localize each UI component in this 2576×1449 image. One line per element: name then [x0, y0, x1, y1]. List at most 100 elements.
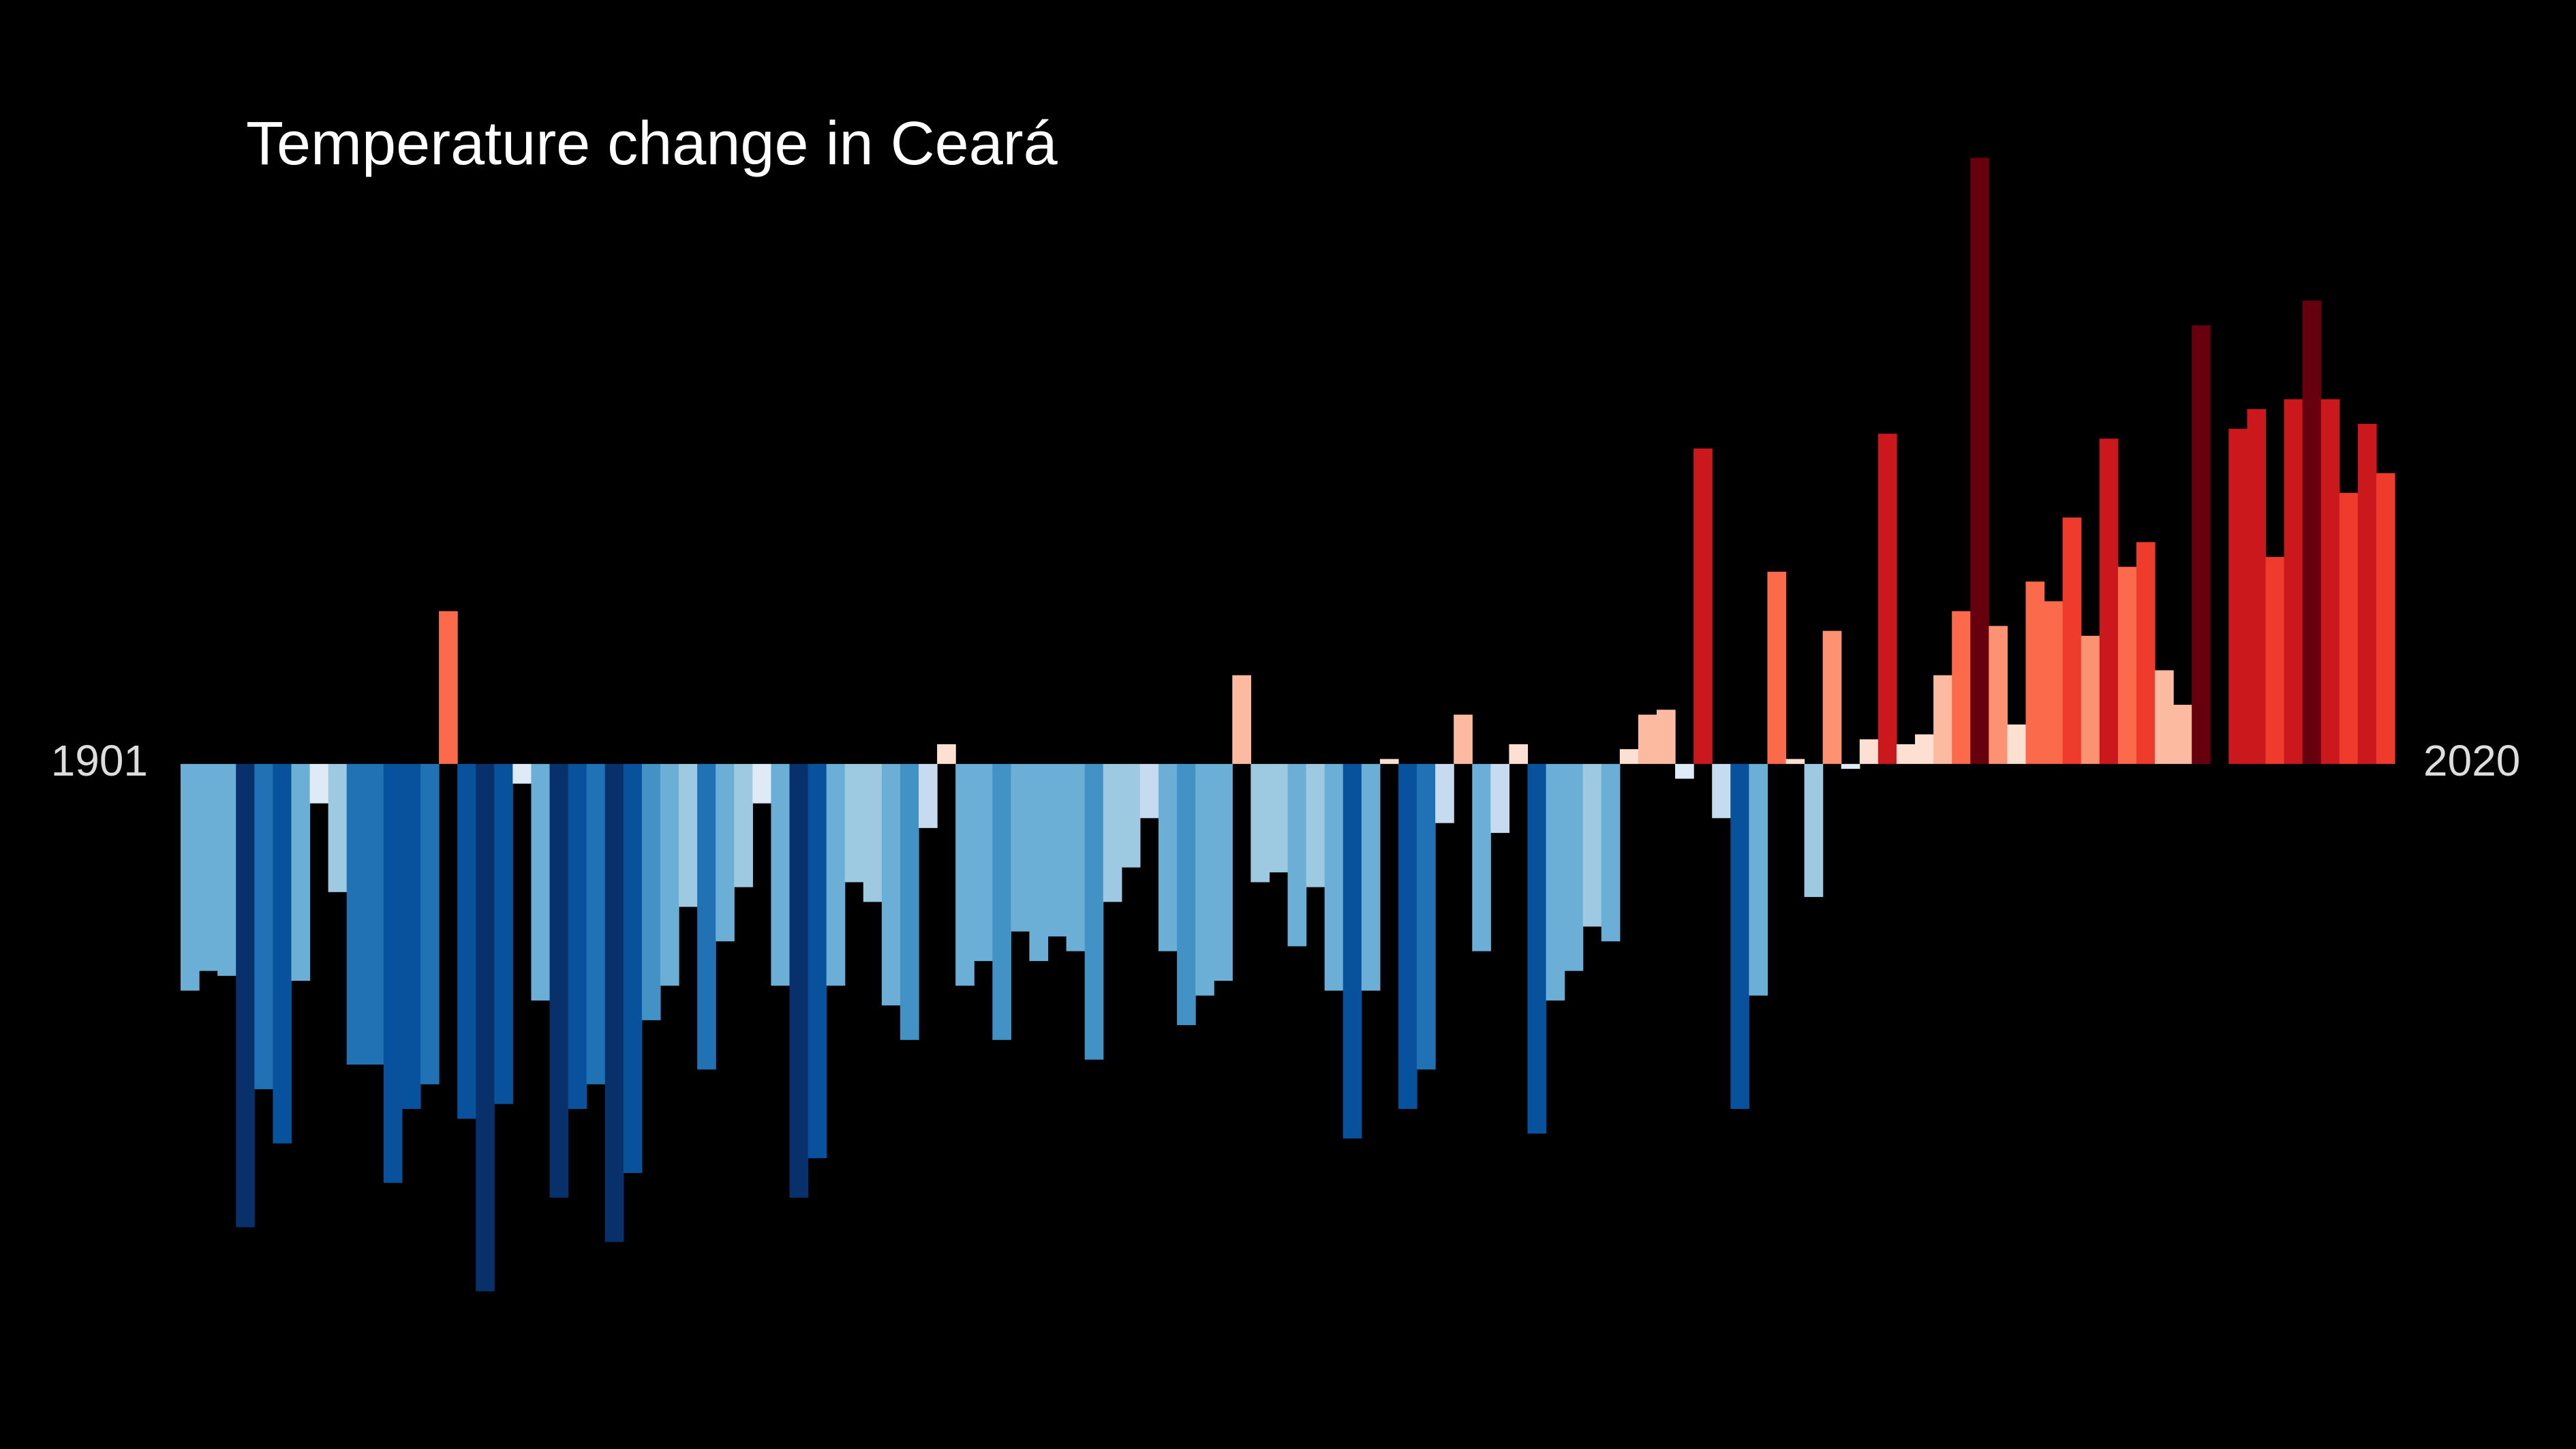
bar: [2173, 705, 2192, 764]
bar: [716, 763, 735, 942]
bar: [365, 763, 384, 1065]
bar: [1896, 744, 1916, 764]
bar: [1675, 763, 1694, 779]
bar: [1029, 763, 1049, 962]
bar: [2025, 581, 2045, 764]
bar: [1177, 763, 1196, 1026]
bar: [1417, 763, 1436, 1070]
bar: [1490, 763, 1509, 834]
bar: [955, 763, 975, 986]
bar: [586, 763, 606, 1084]
bar: [1472, 763, 1491, 951]
bar: [2117, 566, 2137, 764]
bar: [660, 763, 679, 986]
bar: [2228, 429, 2248, 764]
bar: [2099, 438, 2119, 764]
bar: [679, 763, 698, 907]
bar: [1287, 763, 1307, 947]
bar: [1712, 763, 1731, 819]
bar: [439, 611, 458, 764]
bar: [1232, 675, 1251, 764]
bar: [604, 763, 624, 1242]
bar: [1601, 763, 1621, 942]
bar: [512, 763, 532, 784]
bar: [2302, 301, 2322, 764]
bar: [1989, 626, 2008, 764]
bar: [697, 763, 716, 1070]
bar: [2007, 724, 2027, 764]
bar: [641, 763, 661, 1020]
bar: [937, 744, 956, 764]
bar: [2192, 325, 2211, 764]
bar: [881, 763, 901, 1006]
bar: [974, 763, 993, 962]
bar: [531, 763, 551, 1001]
bar: [2155, 670, 2174, 764]
bar: [1877, 433, 1897, 764]
bar: [2357, 423, 2377, 764]
bar: [900, 763, 919, 1040]
bar: [383, 763, 403, 1183]
bar: [2320, 399, 2340, 764]
bar: [2044, 601, 2064, 764]
bar: [771, 763, 791, 986]
bar: [1139, 763, 1159, 819]
bar: [1693, 448, 1713, 764]
bar: [1970, 157, 1989, 764]
bar: [273, 763, 292, 1144]
bar: [1804, 763, 1824, 898]
bar: [549, 763, 569, 1198]
bar: [623, 763, 643, 1174]
bar: [401, 763, 421, 1110]
bar: [2284, 399, 2303, 764]
bar: [1324, 763, 1344, 991]
bar: [1657, 710, 1676, 764]
bar: [2062, 517, 2082, 764]
bar: [476, 763, 495, 1292]
bar: [1158, 763, 1178, 951]
bar: [1343, 763, 1362, 1139]
bar: [919, 763, 938, 828]
bar: [1066, 763, 1086, 951]
bar: [844, 763, 864, 883]
bar: [2265, 557, 2285, 764]
bar: [1306, 763, 1325, 887]
bar: [199, 763, 218, 971]
bar: [1582, 763, 1602, 927]
bar: [1509, 744, 1529, 764]
bar: [1379, 759, 1399, 764]
bar: [1915, 734, 1934, 764]
bar: [1361, 763, 1381, 991]
bar: [1454, 714, 1473, 764]
bar: [1527, 763, 1547, 1134]
bar: [568, 763, 587, 1110]
bar: [309, 763, 329, 804]
bar: [1841, 763, 1860, 769]
bar: [789, 763, 809, 1198]
bar: [1859, 739, 1879, 764]
bar: [1767, 571, 1787, 764]
bar: [494, 763, 513, 1104]
x-edge-label: 1901: [51, 736, 148, 785]
bar: [2136, 542, 2156, 764]
bar: [1933, 675, 1952, 764]
bar: [346, 763, 366, 1065]
bar: [1546, 763, 1565, 1001]
bar: [1214, 763, 1233, 981]
bar: [1564, 763, 1584, 971]
bar: [1103, 763, 1122, 902]
bar: [826, 763, 846, 986]
bar: [2081, 635, 2100, 764]
bar: [1730, 763, 1749, 1110]
bar: [1047, 763, 1067, 936]
x-edge-label: 2020: [2423, 736, 2520, 785]
bar: [808, 763, 827, 1159]
bar: [1785, 759, 1805, 764]
bar: [1269, 763, 1289, 872]
bar: [1822, 630, 1842, 764]
bar: [217, 763, 236, 976]
bar: [420, 763, 440, 1084]
chart-title: Temperature change in Ceará: [246, 110, 1058, 178]
bar: [457, 763, 476, 1119]
